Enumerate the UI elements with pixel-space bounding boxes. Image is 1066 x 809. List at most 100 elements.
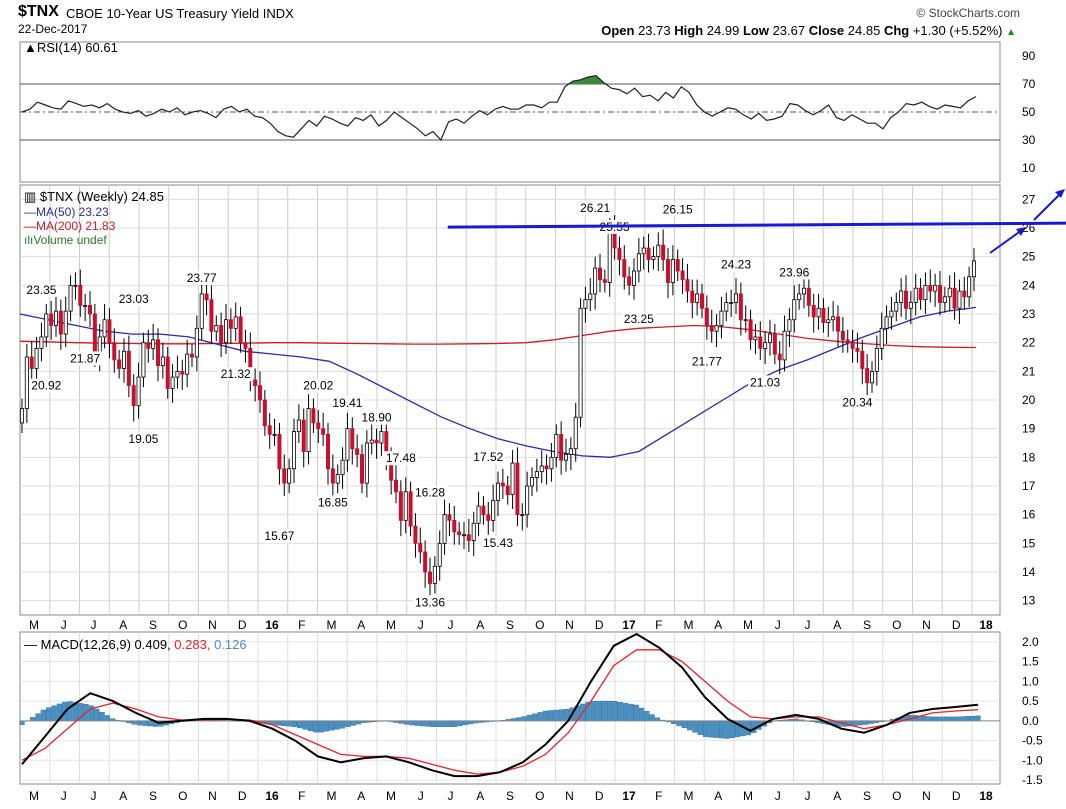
annotation-box	[116, 292, 151, 307]
open-label: Open	[601, 23, 635, 38]
candle-body	[24, 356, 29, 409]
macd-histogram-bar	[606, 700, 613, 722]
candle-body	[321, 428, 326, 435]
macd-histogram-bar	[286, 720, 292, 727]
macd-histogram-bar	[435, 720, 442, 727]
candle-body	[947, 287, 952, 298]
price-x-label: J	[448, 618, 454, 632]
candle-body	[666, 259, 671, 283]
candle-body	[748, 319, 753, 341]
low-label: Low	[742, 23, 769, 38]
brand-watermark[interactable]: © StockCharts.com	[916, 6, 1020, 20]
candle-body	[165, 356, 170, 389]
candle-body	[49, 313, 54, 326]
macd-x-label: M	[327, 789, 337, 803]
candle-body	[811, 304, 816, 318]
price-annotation: 24.23	[721, 258, 751, 272]
rsi-tick-label: 30	[1022, 133, 1036, 147]
macd-x-label: M	[743, 789, 753, 803]
candle-body	[54, 310, 59, 326]
macd-frame	[19, 631, 1001, 785]
price-annotation: 17.52	[473, 450, 503, 464]
price-tick-label: 20	[1022, 393, 1036, 407]
macd-histogram-bar	[462, 720, 468, 726]
price-x-label: M	[29, 618, 39, 632]
annotation-box	[413, 595, 447, 610]
price-tick-label: 23	[1022, 307, 1036, 321]
macd-histogram-bar	[147, 720, 153, 727]
macd-histogram-bar	[275, 720, 281, 726]
macd-histogram-bar	[932, 716, 938, 722]
candle-body	[554, 433, 559, 458]
macd-histogram-bar	[558, 709, 565, 722]
candle-body	[311, 408, 316, 424]
price-annotation: 13.36	[415, 595, 445, 609]
candle-body	[257, 385, 262, 401]
candle-body	[146, 342, 151, 349]
candle-body	[627, 276, 632, 286]
price-annotation: 15.67	[264, 529, 294, 543]
candle-body	[802, 287, 807, 295]
candle-body	[874, 347, 879, 372]
macd-histogram-bar	[943, 716, 949, 722]
annotation-box	[748, 375, 783, 390]
macd-histogram-bar	[425, 720, 431, 727]
chart-date: 22-Dec-2017	[18, 22, 88, 36]
price-x-label: J	[61, 618, 67, 632]
macd-histogram-bar	[948, 716, 954, 722]
candle-body	[151, 339, 156, 349]
macd-legend: — MACD(12,26,9) 0.409, 0.283, 0.126	[24, 637, 247, 652]
price-panel: 13141516171819202122232425262723.3520.92…	[19, 184, 1066, 632]
price-x-label: J	[418, 618, 424, 632]
price-annotation: 21.03	[750, 375, 780, 389]
macd-panel: 2.0 1.5 1.0 0.5 0.0 -0.5 -1.0 -1.5 — MACD(12,26,…	[19, 631, 1043, 803]
rsi-overbought-fill	[566, 75, 610, 84]
high-value: 24.99	[706, 23, 740, 38]
price-x-label: D	[595, 618, 604, 632]
annotation-box	[68, 351, 103, 366]
candle-body	[758, 336, 763, 349]
price-tick-label: 25	[1022, 250, 1036, 264]
candle-body	[457, 531, 462, 536]
candle-body	[491, 499, 496, 521]
candle-body	[88, 304, 93, 315]
annotation-box	[24, 282, 59, 297]
candle-body	[719, 310, 724, 326]
candle-body	[83, 304, 88, 307]
candle-body	[185, 353, 190, 375]
price-annotation: 16.28	[415, 486, 445, 500]
candle-body	[972, 260, 977, 278]
candle-body	[393, 479, 398, 493]
candle-body	[530, 476, 535, 487]
price-tick-label: 24	[1022, 278, 1036, 292]
candle-body	[102, 319, 107, 338]
rsi-tick-label: 70	[1022, 77, 1036, 91]
annotation-box	[621, 311, 656, 326]
macd-histogram-bar	[537, 712, 543, 722]
annotation-box	[184, 270, 219, 285]
macd-x-label: M	[684, 789, 694, 803]
candle-body	[816, 307, 821, 318]
annotation-box	[777, 265, 812, 280]
candle-body	[690, 290, 695, 303]
candle-body	[170, 376, 175, 389]
candle-body	[68, 284, 73, 312]
ma50-line	[19, 306, 977, 458]
annotation-box	[126, 432, 161, 447]
candle-body	[228, 319, 233, 329]
candle-body	[175, 370, 180, 378]
ma50-legend: —MA(50) 23.23	[24, 205, 109, 219]
candle-body	[695, 293, 700, 303]
candle-body	[782, 330, 787, 361]
candle-body	[938, 284, 943, 303]
candle-body	[661, 244, 666, 260]
rsi-tick-label: 50	[1022, 105, 1036, 119]
rsi-tick-label: 90	[1022, 49, 1036, 63]
candle-body	[564, 454, 569, 461]
candle-body	[573, 416, 578, 450]
candle-body	[112, 342, 117, 361]
candle-body	[743, 319, 748, 322]
candle-body	[787, 319, 792, 332]
candle-body	[107, 319, 112, 344]
